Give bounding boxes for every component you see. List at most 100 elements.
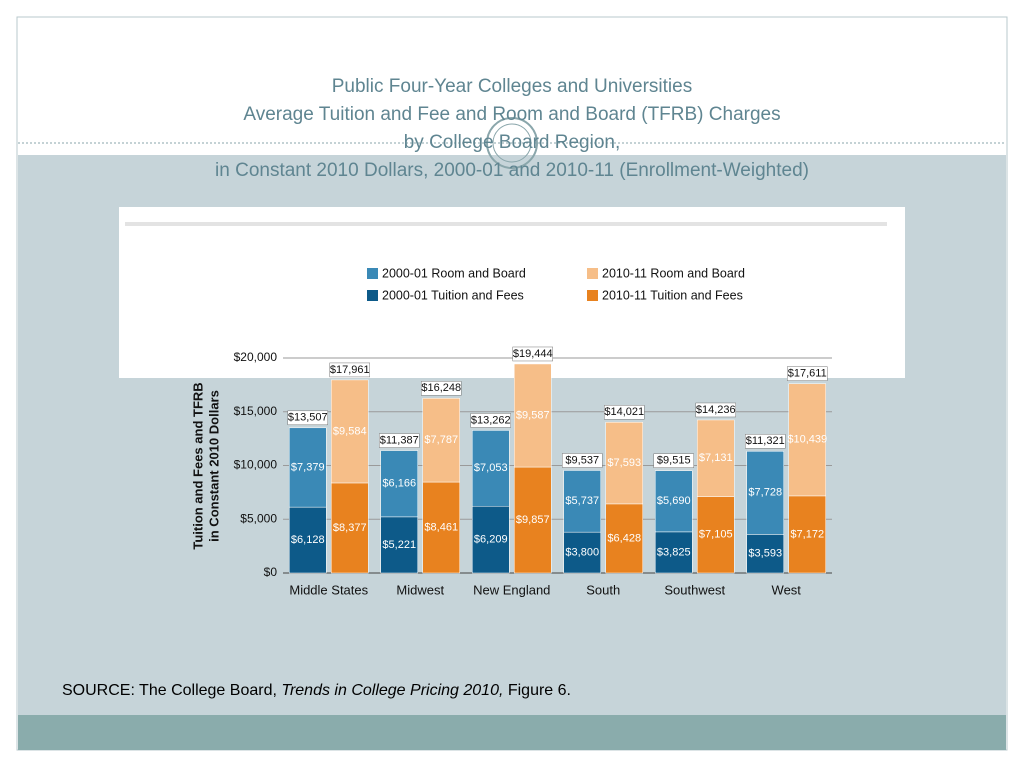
bar-label: $7,105 [699,529,733,541]
bar-label: $7,728 [748,487,782,499]
total-label: $14,021 [604,406,644,418]
bar-label: $3,825 [657,546,691,558]
legend-swatch [587,268,598,279]
total-label: $13,262 [471,414,511,426]
y-tick-label: $15,000 [234,404,278,418]
bar-label: $3,593 [748,548,782,560]
bar-label: $5,690 [657,495,691,507]
total-label-box [695,402,736,418]
chart-box-shadow [125,222,887,226]
total-label: $17,961 [330,364,370,376]
bar-label: $6,209 [474,534,508,546]
total-label-box [421,381,462,396]
bar-label: $7,379 [291,461,325,473]
bar-segment [697,419,735,497]
total-label: $11,321 [746,435,785,447]
bar-label: $5,737 [565,495,599,507]
bar-segment [422,481,460,574]
y-tick-label: $0 [264,565,278,579]
total-label: $9,537 [565,454,599,466]
bar-segment [605,503,643,574]
title: Public Four-Year Colleges and Universiti… [215,76,809,181]
chart-box [119,207,905,378]
title-line: Average Tuition and Fee and Room and Boa… [243,104,780,125]
total-label: $11,387 [380,434,419,446]
bar-label: $6,166 [382,478,416,490]
legend-label: 2000-01 Room and Board [382,266,526,280]
bar-segment [289,427,327,508]
bar-segment [514,466,552,574]
bar-label: $7,787 [424,434,458,446]
ornament [486,117,538,169]
bar-label: $6,428 [607,532,641,544]
total-label: $17,611 [788,368,827,380]
bar-segment [746,451,784,535]
ornament [492,123,532,163]
bar-segment [514,363,552,468]
bar-segment [472,506,510,574]
legend-swatch [587,290,598,301]
legend-swatch [367,290,378,301]
bar-segment [746,534,784,574]
y-tick-label: $5,000 [240,511,277,525]
bar-label: $8,377 [333,522,367,534]
bar-segment [380,516,418,574]
bar-segment [605,422,643,505]
legend-label: 2010-11 Tuition and Fees [602,288,743,302]
bar-label: $9,587 [516,409,550,421]
total-label: $16,248 [421,382,461,394]
bar-segment [788,383,826,497]
bar-segment [788,495,826,574]
x-tick-label: Southwest [664,582,725,597]
total-label: $14,236 [696,404,736,416]
total-label-box [745,434,786,449]
total-label-box [604,405,645,420]
legend-swatch [367,268,378,279]
bar-label: $8,461 [424,521,458,533]
bar-segment [472,430,510,507]
total-label-box [329,362,370,378]
source-text: SOURCE: The College Board, [62,682,281,699]
source: SOURCE: The College Board, Trends in Col… [62,682,571,699]
bar-label: $9,584 [333,425,367,437]
bar-segment [422,398,460,483]
bar-label: $3,800 [565,546,599,558]
bar-segment [697,496,735,574]
bar-segment [331,482,369,574]
bar-label: $6,128 [291,534,325,546]
source-text: Figure 6. [503,682,571,699]
title-line: by College Board Region, [404,132,621,153]
source-italic: Trends in College Pricing 2010, [281,682,503,699]
x-tick-label: West [772,582,802,597]
y-tick-label: $10,000 [234,458,278,472]
total-label-box [287,410,328,426]
total-label-box [787,366,828,381]
total-label-box [379,433,420,448]
bar-segment [380,450,418,518]
total-label: $13,507 [288,412,328,424]
bar-label: $9,857 [516,514,550,526]
bar-segment [563,470,601,533]
legend-label: 2000-01 Tuition and Fees [382,288,524,302]
x-tick-label: New England [473,582,550,597]
bar-segment [289,506,327,574]
total-label-box [653,453,694,468]
x-tick-label: South [586,582,620,597]
y-tick-label: $20,000 [234,350,278,364]
bar-segment [655,531,693,574]
chart: $0 $5,000 $10,000 $15,000 $20,000 Tuition and… [190,266,832,597]
footer-band [18,715,1006,750]
bar-label: $7,593 [607,457,641,469]
title-line: Public Four-Year Colleges and Universiti… [332,76,692,97]
bar-label: $5,221 [382,539,416,551]
bar-label: $7,131 [699,452,733,464]
total-label-box [470,413,511,428]
x-tick-label: Middle States [289,582,368,597]
title-line: in Constant 2010 Dollars, 2000-01 and 20… [215,160,809,181]
y-axis-label: Tuition and Fees and TFRB [190,382,205,549]
total-label-box [562,453,603,468]
bar-segment [331,379,369,484]
bar-label: $7,053 [474,462,508,474]
